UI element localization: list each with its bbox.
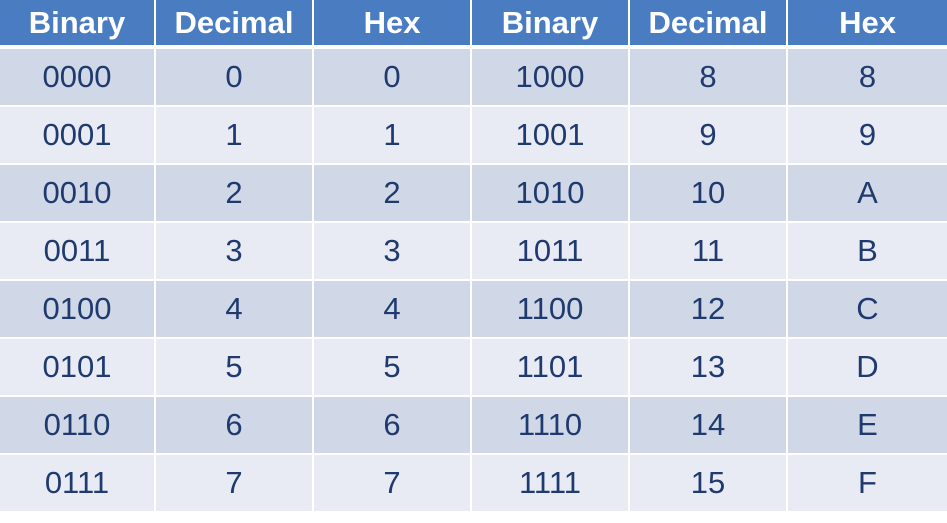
cell-hex: 7 [313,454,472,513]
table-row: 0001 1 1 1001 9 9 [0,106,947,165]
cell-decimal: 14 [629,396,788,455]
cell-decimal: 3 [155,222,314,281]
table-row: 0111 7 7 1111 15 F [0,454,947,513]
cell-binary: 1100 [471,280,630,339]
header-hex-left: Hex [313,0,472,49]
table-row: 0101 5 5 1101 13 D [0,338,947,397]
cell-hex: 1 [313,106,472,165]
header-row: Binary Decimal Hex Binary Decimal Hex [0,0,947,49]
cell-hex: 9 [787,106,947,165]
cell-hex: 3 [313,222,472,281]
table-row: 0011 3 3 1011 11 B [0,222,947,281]
cell-hex: D [787,338,947,397]
cell-binary: 0001 [0,106,156,165]
cell-binary: 1001 [471,106,630,165]
cell-binary: 1011 [471,222,630,281]
cell-decimal: 6 [155,396,314,455]
cell-hex: F [787,454,947,513]
cell-binary: 0100 [0,280,156,339]
cell-binary: 1110 [471,396,630,455]
cell-binary: 0101 [0,338,156,397]
cell-decimal: 12 [629,280,788,339]
cell-decimal: 8 [629,47,788,107]
header-decimal-left: Decimal [155,0,314,49]
cell-decimal: 7 [155,454,314,513]
table-body: 0000 0 0 1000 8 8 0001 1 1 1001 9 9 0010… [0,47,947,513]
cell-hex: 0 [313,47,472,107]
cell-hex: 8 [787,47,947,107]
cell-decimal: 9 [629,106,788,165]
cell-hex: E [787,396,947,455]
header-binary-left: Binary [0,0,156,49]
cell-hex: C [787,280,947,339]
cell-decimal: 4 [155,280,314,339]
cell-binary: 0000 [0,47,156,107]
cell-binary: 1111 [471,454,630,513]
cell-hex: 5 [313,338,472,397]
cell-decimal: 11 [629,222,788,281]
cell-decimal: 0 [155,47,314,107]
cell-binary: 1010 [471,164,630,223]
header-binary-right: Binary [471,0,630,49]
cell-binary: 0011 [0,222,156,281]
header-decimal-right: Decimal [629,0,788,49]
cell-binary: 1000 [471,47,630,107]
cell-binary: 0111 [0,454,156,513]
cell-decimal: 10 [629,164,788,223]
cell-hex: A [787,164,947,223]
cell-decimal: 2 [155,164,314,223]
cell-hex: 2 [313,164,472,223]
cell-decimal: 5 [155,338,314,397]
cell-decimal: 13 [629,338,788,397]
cell-hex: 6 [313,396,472,455]
cell-binary: 0110 [0,396,156,455]
table-row: 0000 0 0 1000 8 8 [0,47,947,107]
table-header: Binary Decimal Hex Binary Decimal Hex [0,0,947,49]
cell-decimal: 15 [629,454,788,513]
table-row: 0110 6 6 1110 14 E [0,396,947,455]
cell-hex: B [787,222,947,281]
table-row: 0010 2 2 1010 10 A [0,164,947,223]
table-row: 0100 4 4 1100 12 C [0,280,947,339]
cell-decimal: 1 [155,106,314,165]
cell-hex: 4 [313,280,472,339]
cell-binary: 0010 [0,164,156,223]
header-hex-right: Hex [787,0,947,49]
cell-binary: 1101 [471,338,630,397]
